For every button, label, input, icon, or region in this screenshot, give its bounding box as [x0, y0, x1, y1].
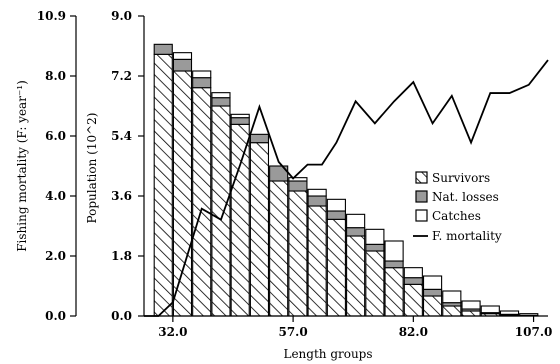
bar-survivors: [153, 53, 173, 317]
bar-catches: [480, 305, 500, 314]
left-axis-tick-label: 2.0: [45, 249, 66, 263]
mortality-line: [144, 59, 549, 317]
bar-nat-losses: [307, 195, 327, 207]
bar-catches: [288, 177, 308, 182]
bar-nat-losses: [384, 260, 404, 269]
bar-catches: [422, 275, 443, 290]
mortality-line-group: [144, 59, 549, 317]
left-axis-title: Fishing mortality (F: year⁻¹): [15, 80, 29, 252]
bar-nat-losses: [249, 133, 270, 144]
bar-survivors: [365, 250, 385, 317]
bar-nat-losses: [346, 227, 366, 237]
left-axis-tick-label: 6.0: [45, 129, 66, 143]
right-axis-tick-label: 3.6: [111, 189, 132, 203]
bar-catches: [326, 198, 346, 212]
left-axis-tick-label: 8.0: [45, 69, 66, 83]
legend-survivors-label: Survivors: [432, 171, 490, 185]
right-axis-title: Population (10^2): [85, 113, 99, 224]
bar-catches: [346, 213, 366, 229]
bar-survivors: [346, 235, 366, 317]
bar-survivors: [230, 123, 250, 317]
bar-catches: [499, 310, 520, 315]
right-axis-tick-label: 5.4: [111, 129, 132, 143]
bar-survivors: [326, 218, 346, 317]
bar-nat-losses: [326, 210, 346, 220]
bar-catches: [172, 52, 193, 60]
x-axis-tick-label: 107.0: [515, 325, 553, 339]
bar-nat-losses: [153, 43, 173, 55]
bar-survivors: [461, 310, 481, 317]
bar-survivors: [307, 205, 327, 317]
x-axis-tick-label: 57.0: [278, 325, 307, 339]
bar-survivors: [422, 295, 443, 317]
left-axis-tick-label: 0.0: [45, 309, 66, 323]
right-axis-tick-label: 7.2: [111, 69, 132, 83]
bar-survivors: [384, 267, 404, 317]
bar-group: [153, 43, 539, 317]
bar-nat-losses: [172, 58, 193, 72]
bar-catches: [442, 290, 462, 304]
bar-catches: [211, 92, 231, 99]
bar-catches: [230, 113, 250, 119]
bar-nat-losses: [230, 117, 250, 125]
x-axis-tick-label: 32.0: [158, 325, 187, 339]
bar-nat-losses: [365, 243, 385, 252]
right-axis-tick-label: 9.0: [111, 9, 132, 23]
bar-survivors: [269, 180, 289, 317]
bar-catches: [384, 240, 404, 262]
right-axis-tick-label: 1.8: [111, 249, 132, 263]
right-axis-tick-label: 0.0: [111, 309, 132, 323]
bar-nat-losses: [211, 97, 231, 107]
bar-catches: [461, 300, 481, 310]
left-axis-tick-label: 4.0: [45, 189, 66, 203]
legend-nat-losses-label: Nat. losses: [432, 190, 499, 204]
bar-survivors: [249, 142, 270, 317]
legend-catches-label: Catches: [432, 209, 481, 223]
bar-survivors: [211, 105, 231, 317]
bar-survivors: [442, 305, 462, 317]
bar-nat-losses: [288, 180, 308, 192]
legend-catches-swatch: [415, 209, 428, 222]
bar-survivors: [288, 190, 308, 317]
bar-survivors: [192, 87, 212, 317]
legend: Survivors Nat. losses Catches F. mortali…: [413, 171, 502, 243]
bar-catches: [192, 70, 212, 79]
x-axis-title: Length groups: [283, 347, 372, 361]
legend-survivors-swatch: [415, 171, 428, 184]
tick-group: 0.0 2.0 4.0 6.0 8.0 10.9 0.0 1.8 3.6 5.4 7.2 9.0 32.…: [37, 9, 553, 339]
bar-catches: [519, 313, 539, 316]
bar-catches: [307, 188, 327, 197]
x-axis-tick-label: 82.0: [399, 325, 428, 339]
bar-nat-losses: [192, 77, 212, 89]
bar-catches: [403, 267, 423, 279]
bar-survivors: [403, 283, 423, 317]
left-axis-tick-label: 10.9: [37, 9, 66, 23]
legend-nat-losses-swatch: [415, 190, 428, 203]
bar-nat-losses: [422, 288, 443, 297]
legend-mortality-label: F. mortality: [432, 229, 502, 243]
bar-nat-losses: [403, 277, 423, 285]
bar-survivors: [172, 70, 193, 317]
bar-catches: [365, 228, 385, 245]
